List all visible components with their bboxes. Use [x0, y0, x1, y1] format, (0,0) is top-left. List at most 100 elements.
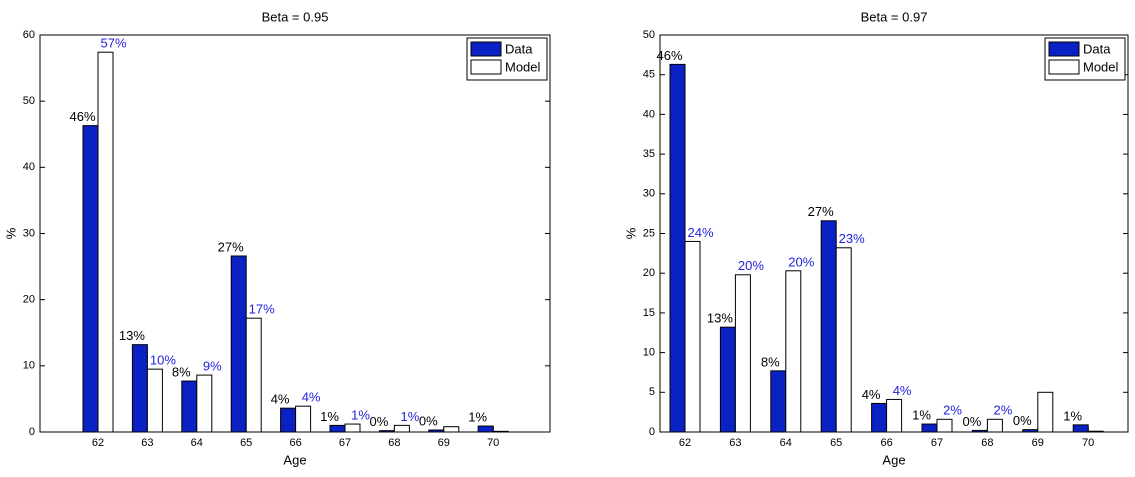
data-label: 57%: [100, 36, 126, 51]
y-axis-label: %: [623, 227, 638, 239]
bar: [131, 344, 148, 433]
y-tick-label: 20: [643, 267, 655, 279]
bar: [986, 418, 1003, 433]
data-label: 4%: [271, 392, 290, 407]
bar: [669, 63, 686, 433]
bar: [477, 425, 494, 433]
bar: [719, 326, 736, 433]
legend-swatch: [470, 41, 502, 57]
data-label: 8%: [761, 354, 780, 369]
x-tick-label: 68: [981, 437, 993, 449]
bar: [770, 370, 787, 433]
x-tick-label: 69: [438, 437, 450, 449]
x-tick-label: 67: [931, 437, 943, 449]
plot-frame: [659, 34, 1129, 433]
data-label: 0%: [370, 414, 389, 429]
data-label: 4%: [893, 383, 912, 398]
legend-label: Model: [505, 59, 541, 74]
data-label: 0%: [963, 414, 982, 429]
x-tick-label: 65: [830, 437, 842, 449]
data-label: 0%: [419, 413, 438, 428]
data-label: 9%: [203, 359, 222, 374]
y-axis-label: %: [3, 227, 18, 239]
x-tick-label: 64: [780, 437, 792, 449]
y-tick-label: 50: [23, 95, 35, 107]
data-label: 1%: [468, 409, 487, 424]
bar: [245, 317, 262, 433]
data-label: 1%: [1063, 408, 1082, 423]
data-label: 8%: [172, 364, 191, 379]
data-label: 27%: [808, 204, 834, 219]
data-label: 1%: [351, 407, 370, 422]
x-tick-label: 62: [679, 437, 691, 449]
data-label: 1%: [912, 407, 931, 422]
data-label: 0%: [1013, 413, 1032, 428]
data-label: 4%: [862, 387, 881, 402]
plot-frame: [39, 34, 551, 433]
y-tick-label: 10: [23, 360, 35, 372]
x-axis-label: Age: [882, 452, 905, 467]
legend-label: Data: [1083, 41, 1111, 56]
x-axis-label: Age: [283, 452, 306, 467]
bar: [936, 418, 953, 433]
data-label: 1%: [320, 409, 339, 424]
y-tick-label: 25: [643, 227, 655, 239]
x-tick-label: 70: [487, 437, 499, 449]
data-label: 20%: [738, 258, 764, 273]
legend-label: Model: [1083, 59, 1119, 74]
bar: [196, 374, 213, 433]
bar: [393, 424, 410, 433]
y-tick-label: 0: [649, 426, 655, 438]
data-label: 2%: [994, 403, 1013, 418]
bar: [181, 380, 198, 433]
data-label: 23%: [839, 231, 865, 246]
data-label: 13%: [119, 328, 145, 343]
bar: [295, 405, 312, 433]
data-label: 17%: [249, 302, 275, 317]
bar: [921, 423, 938, 433]
y-tick-label: 40: [643, 108, 655, 120]
data-label: 27%: [218, 239, 244, 254]
bar: [1072, 424, 1089, 433]
y-tick-label: 20: [23, 294, 35, 306]
bar: [835, 247, 852, 433]
x-tick-label: 66: [880, 437, 892, 449]
data-label: 46%: [656, 48, 682, 63]
y-tick-label: 15: [643, 307, 655, 319]
data-label: 2%: [943, 403, 962, 418]
bar: [280, 407, 297, 433]
data-label: 24%: [687, 225, 713, 240]
data-label: 1%: [401, 409, 420, 424]
y-tick-label: 0: [29, 426, 35, 438]
bar: [329, 424, 346, 433]
y-tick-label: 5: [649, 386, 655, 398]
y-tick-label: 30: [23, 227, 35, 239]
x-tick-label: 62: [92, 437, 104, 449]
data-label: 4%: [302, 390, 321, 405]
x-tick-label: 68: [388, 437, 400, 449]
bar: [886, 398, 903, 433]
data-label: 46%: [69, 109, 95, 124]
bar: [82, 125, 99, 433]
x-tick-label: 64: [191, 437, 203, 449]
data-label: 20%: [788, 254, 814, 269]
x-tick-label: 63: [141, 437, 153, 449]
bar: [146, 368, 163, 433]
y-tick-label: 60: [23, 29, 35, 41]
chart-title: Beta = 0.97: [861, 9, 928, 24]
legend-swatch: [470, 59, 502, 75]
chart-title: Beta = 0.95: [262, 9, 329, 24]
x-tick-label: 70: [1082, 437, 1094, 449]
data-label: 13%: [707, 311, 733, 326]
y-tick-label: 50: [643, 29, 655, 41]
bar: [785, 270, 802, 433]
bar: [820, 220, 837, 433]
y-tick-label: 10: [643, 347, 655, 359]
legend-swatch: [1048, 59, 1080, 75]
y-tick-label: 40: [23, 161, 35, 173]
data-label: 10%: [150, 353, 176, 368]
y-tick-label: 45: [643, 69, 655, 81]
x-tick-label: 66: [289, 437, 301, 449]
x-tick-label: 65: [240, 437, 252, 449]
